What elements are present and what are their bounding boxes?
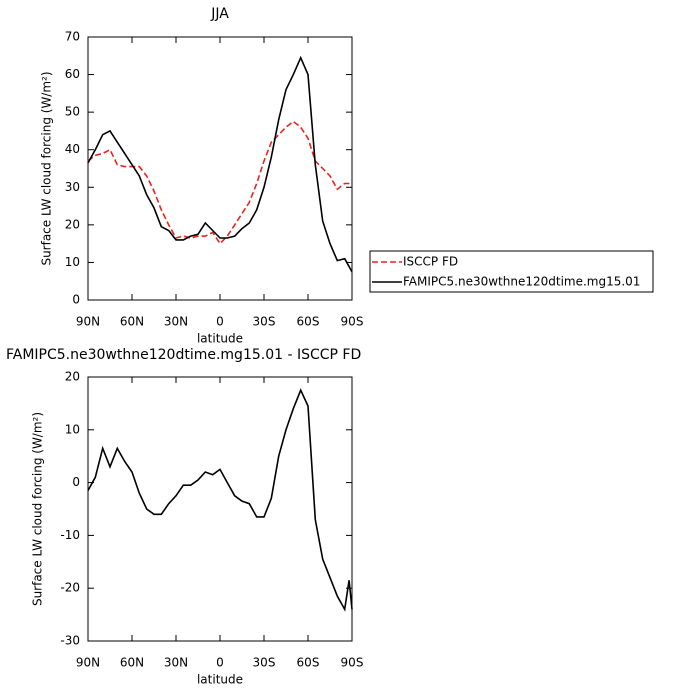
y-tick-label: -30 bbox=[60, 634, 80, 648]
x-tick-label: 0 bbox=[216, 315, 224, 329]
x-axis-label: latitude bbox=[197, 332, 243, 346]
y-tick-label: 0 bbox=[72, 293, 80, 307]
plot-frame bbox=[87, 36, 353, 301]
x-tick-label: 90N bbox=[76, 656, 100, 670]
x-tick-label: 60N bbox=[120, 656, 144, 670]
data-line bbox=[87, 120, 352, 245]
plot-frame bbox=[87, 376, 353, 642]
x-tick-label: 30S bbox=[253, 315, 276, 329]
y-axis-label: Surface LW cloud forcing (W/m²) bbox=[31, 412, 45, 606]
x-tick-label: 90N bbox=[76, 315, 100, 329]
y-tick-label: 20 bbox=[65, 217, 80, 231]
y-tick-label: 10 bbox=[65, 422, 80, 436]
data-line bbox=[87, 388, 353, 612]
x-tick-label: 90S bbox=[341, 656, 364, 670]
x-tick-label: 30N bbox=[164, 315, 188, 329]
y-tick-label: 40 bbox=[65, 142, 80, 156]
x-tick-label: 60S bbox=[297, 656, 320, 670]
y-tick-label: 60 bbox=[65, 67, 80, 81]
x-tick-label: 90S bbox=[341, 315, 364, 329]
y-tick-label: 50 bbox=[65, 105, 80, 119]
y-tick-label: 20 bbox=[65, 370, 80, 384]
legend-box bbox=[369, 250, 654, 293]
x-tick-label: 0 bbox=[216, 656, 224, 670]
y-tick-label: 70 bbox=[65, 30, 80, 44]
y-tick-label: 30 bbox=[65, 180, 80, 194]
y-tick-label: 0 bbox=[72, 475, 80, 489]
x-axis-label: latitude bbox=[197, 673, 243, 687]
x-tick-label: 60N bbox=[120, 315, 144, 329]
legend-label: ISCCP FD bbox=[403, 255, 458, 269]
x-tick-label: 60S bbox=[297, 315, 320, 329]
y-tick-label: -20 bbox=[60, 581, 80, 595]
x-tick-label: 30N bbox=[164, 656, 188, 670]
y-tick-label: -10 bbox=[60, 528, 80, 542]
y-tick-label: 10 bbox=[65, 255, 80, 269]
data-line bbox=[87, 55, 353, 273]
x-tick-label: 30S bbox=[253, 656, 276, 670]
chart-title: JJA bbox=[210, 6, 229, 22]
legend-label: FAMIPC5.ne30wthne120dtime.mg15.01 bbox=[403, 275, 640, 289]
y-axis-label: Surface LW cloud forcing (W/m²) bbox=[40, 71, 54, 265]
chart-title: FAMIPC5.ne30wthne120dtime.mg15.01 - ISCC… bbox=[6, 347, 361, 363]
